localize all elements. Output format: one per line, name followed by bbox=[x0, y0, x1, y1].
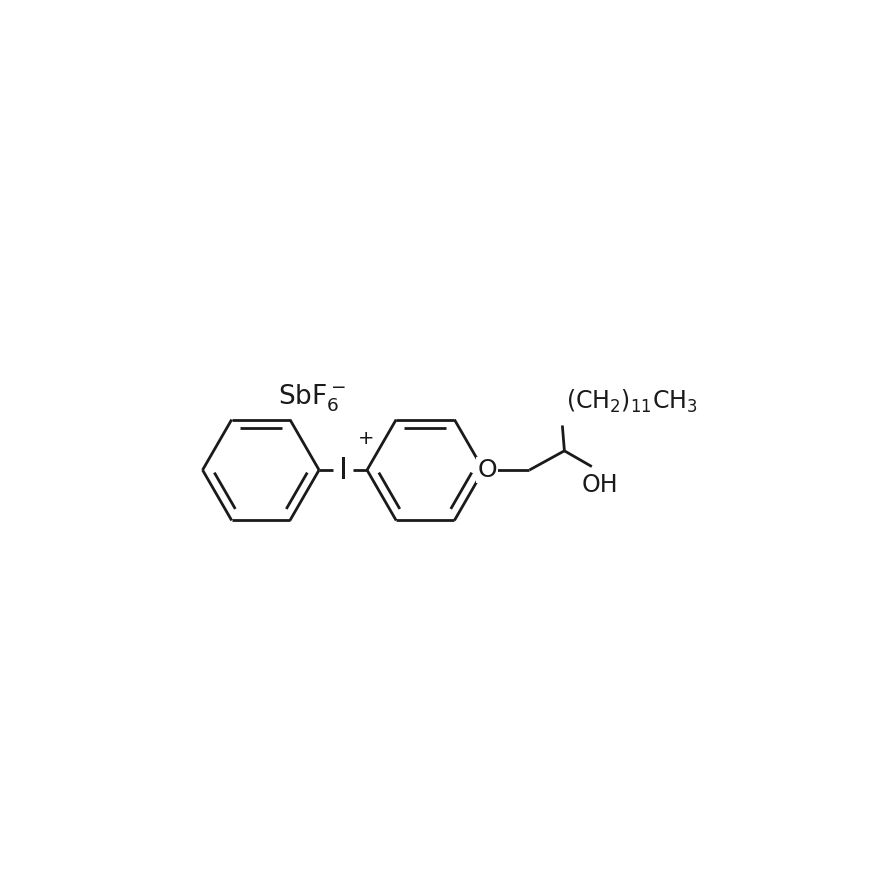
Text: SbF$_6^-$: SbF$_6^-$ bbox=[279, 383, 346, 414]
Text: I: I bbox=[338, 456, 348, 484]
Text: (CH$_2$)$_{11}$CH$_3$: (CH$_2$)$_{11}$CH$_3$ bbox=[566, 388, 698, 415]
Text: OH: OH bbox=[582, 473, 619, 498]
Text: +: + bbox=[358, 429, 375, 448]
Text: O: O bbox=[477, 458, 497, 482]
